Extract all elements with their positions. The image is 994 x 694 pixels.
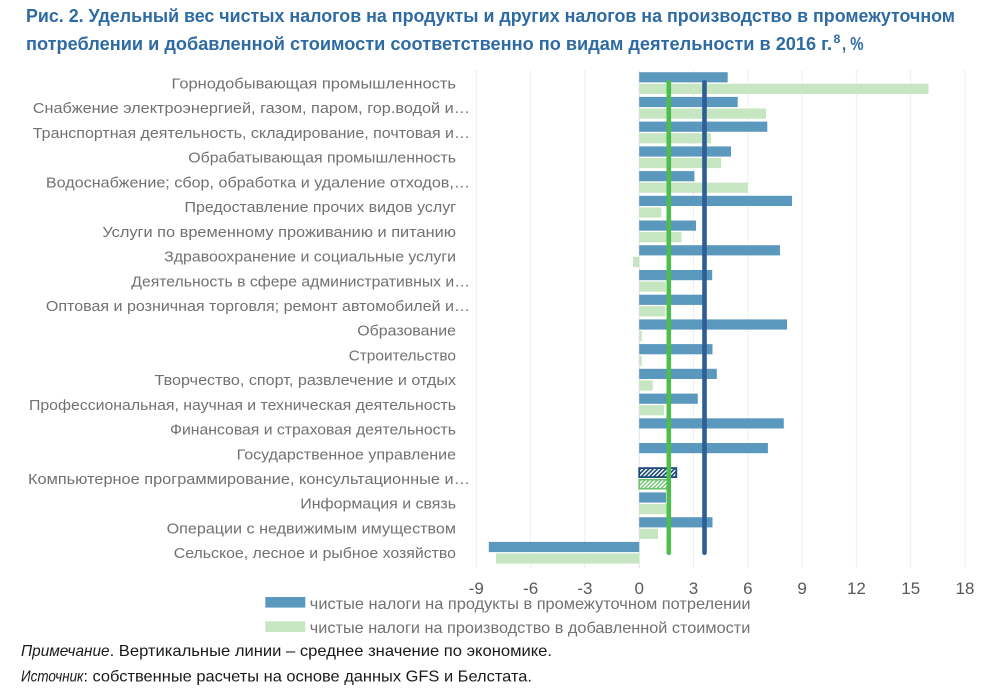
svg-text:6: 6 xyxy=(743,579,752,598)
svg-text:Информация и связь: Информация и связь xyxy=(300,496,456,513)
svg-text:0: 0 xyxy=(634,579,643,598)
svg-text:Операции с недвижимым имуществ: Операции с недвижимым имуществом xyxy=(167,521,456,538)
svg-text:Компьютерное программирование,: Компьютерное программирование, консульта… xyxy=(28,471,470,488)
svg-text:Здравоохранение и социальные у: Здравоохранение и социальные услуги xyxy=(164,249,456,266)
svg-text:15: 15 xyxy=(901,579,920,598)
svg-text:Снабжение электроэнергией, газ: Снабжение электроэнергией, газом, паром,… xyxy=(33,100,470,117)
svg-text:, %: , % xyxy=(842,34,864,54)
svg-text:-3: -3 xyxy=(577,579,592,598)
svg-text:Профессиональная, научная и те: Профессиональная, научная и техническая … xyxy=(29,397,456,414)
svg-text:Деятельность в сфере администр: Деятельность в сфере административных и… xyxy=(131,273,470,290)
svg-text:18: 18 xyxy=(956,579,975,598)
svg-text:8: 8 xyxy=(834,32,841,46)
svg-text:Примечание: Примечание xyxy=(21,643,110,660)
svg-text:: собственные расчеты на основ: : собственные расчеты на основе данных G… xyxy=(83,668,532,685)
svg-text:Транспортная деятельность, скл: Транспортная деятельность, складирование… xyxy=(33,125,470,142)
svg-text:чистые налоги на производство: чистые налоги на производство в добавлен… xyxy=(310,620,751,637)
svg-text:Образование: Образование xyxy=(357,323,456,340)
svg-text:Оптовая и розничная торговля;: Оптовая и розничная торговля; ремонт авт… xyxy=(46,298,470,315)
svg-text:Творчество, спорт, развлечение: Творчество, спорт, развлечение и отдых xyxy=(155,372,457,389)
svg-text:9: 9 xyxy=(797,579,806,598)
svg-text:3: 3 xyxy=(689,579,698,598)
svg-text:12: 12 xyxy=(847,579,866,598)
svg-text:Государственное управление: Государственное управление xyxy=(237,446,456,463)
svg-text:Предоставление прочих видов ус: Предоставление прочих видов услуг xyxy=(185,199,457,216)
svg-text:Источник: Источник xyxy=(21,668,85,685)
svg-text:потреблении и добавленной стои: потреблении и добавленной стоимости соот… xyxy=(26,34,832,54)
svg-text:Сельское, лесное и рыбное хозя: Сельское, лесное и рыбное хозяйство xyxy=(174,545,456,562)
svg-text:Горнодобывающая промышленность: Горнодобывающая промышленность xyxy=(172,76,457,93)
svg-text:чистые налоги на продукты в пр: чистые налоги на продукты в промежуточно… xyxy=(310,596,751,613)
svg-text:. Вертикальные линии – среднее: . Вертикальные линии – среднее значение … xyxy=(110,643,552,660)
svg-text:Услуги по временному проживани: Услуги по временному проживанию и питани… xyxy=(102,224,456,241)
svg-text:Обрабатывающая промышленность: Обрабатывающая промышленность xyxy=(188,150,456,167)
svg-text:Рис. 2. Удельный вес чистых на: Рис. 2. Удельный вес чистых налогов на п… xyxy=(26,6,955,26)
svg-text:-6: -6 xyxy=(523,579,538,598)
svg-text:Водоснабжение; сбор, обработка: Водоснабжение; сбор, обработка и удалени… xyxy=(46,174,470,191)
svg-text:Строительство: Строительство xyxy=(349,347,456,364)
svg-text:-9: -9 xyxy=(469,579,484,598)
svg-text:Финансовая и страховая деятель: Финансовая и страховая деятельность xyxy=(170,422,456,439)
